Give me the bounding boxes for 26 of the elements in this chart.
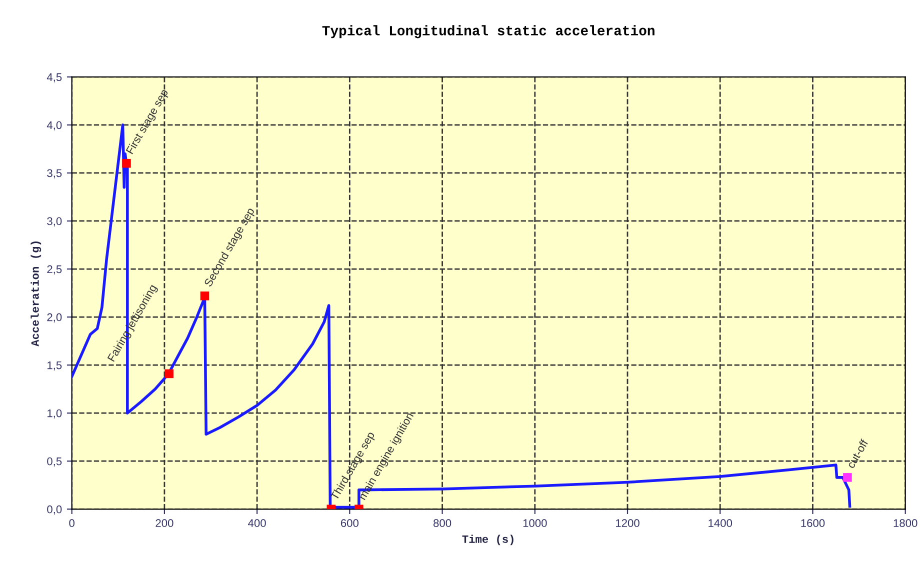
chart-title: Typical Longitudinal static acceleration	[322, 25, 654, 38]
x-tick-label: 800	[434, 519, 452, 528]
x-tick-label: 1200	[616, 519, 640, 528]
x-tick-label: 400	[248, 519, 266, 528]
y-tick-label: 1,0	[48, 409, 62, 419]
x-tick-label: 200	[156, 519, 174, 528]
y-tick-label: 1,5	[48, 361, 62, 371]
y-tick-label: 2,0	[47, 313, 62, 322]
y-tick-label: 2,5	[47, 265, 62, 274]
point	[200, 292, 210, 300]
point	[164, 369, 174, 378]
y-tick-label: 3,5	[47, 169, 62, 178]
x-tick-label: 1000	[523, 519, 547, 528]
y-tick-label: 0,0	[47, 505, 62, 515]
x-axis-title: Time (s)	[462, 534, 514, 546]
point	[122, 158, 131, 168]
y-tick-label: 4,5	[46, 73, 62, 82]
y-axis-title: Acceleration (g)	[30, 242, 42, 346]
y-tick-label: 0,5	[47, 457, 62, 467]
y-tick-label: 3,0	[47, 217, 62, 226]
x-tick-label: 600	[340, 519, 359, 528]
x-tick-label: 1400	[708, 519, 732, 528]
x-tick-label: 1600	[801, 519, 825, 528]
x-tick-label: 0	[69, 519, 74, 528]
x-tick-label: 1800	[894, 519, 918, 528]
y-tick-label: 4,0	[46, 121, 62, 130]
